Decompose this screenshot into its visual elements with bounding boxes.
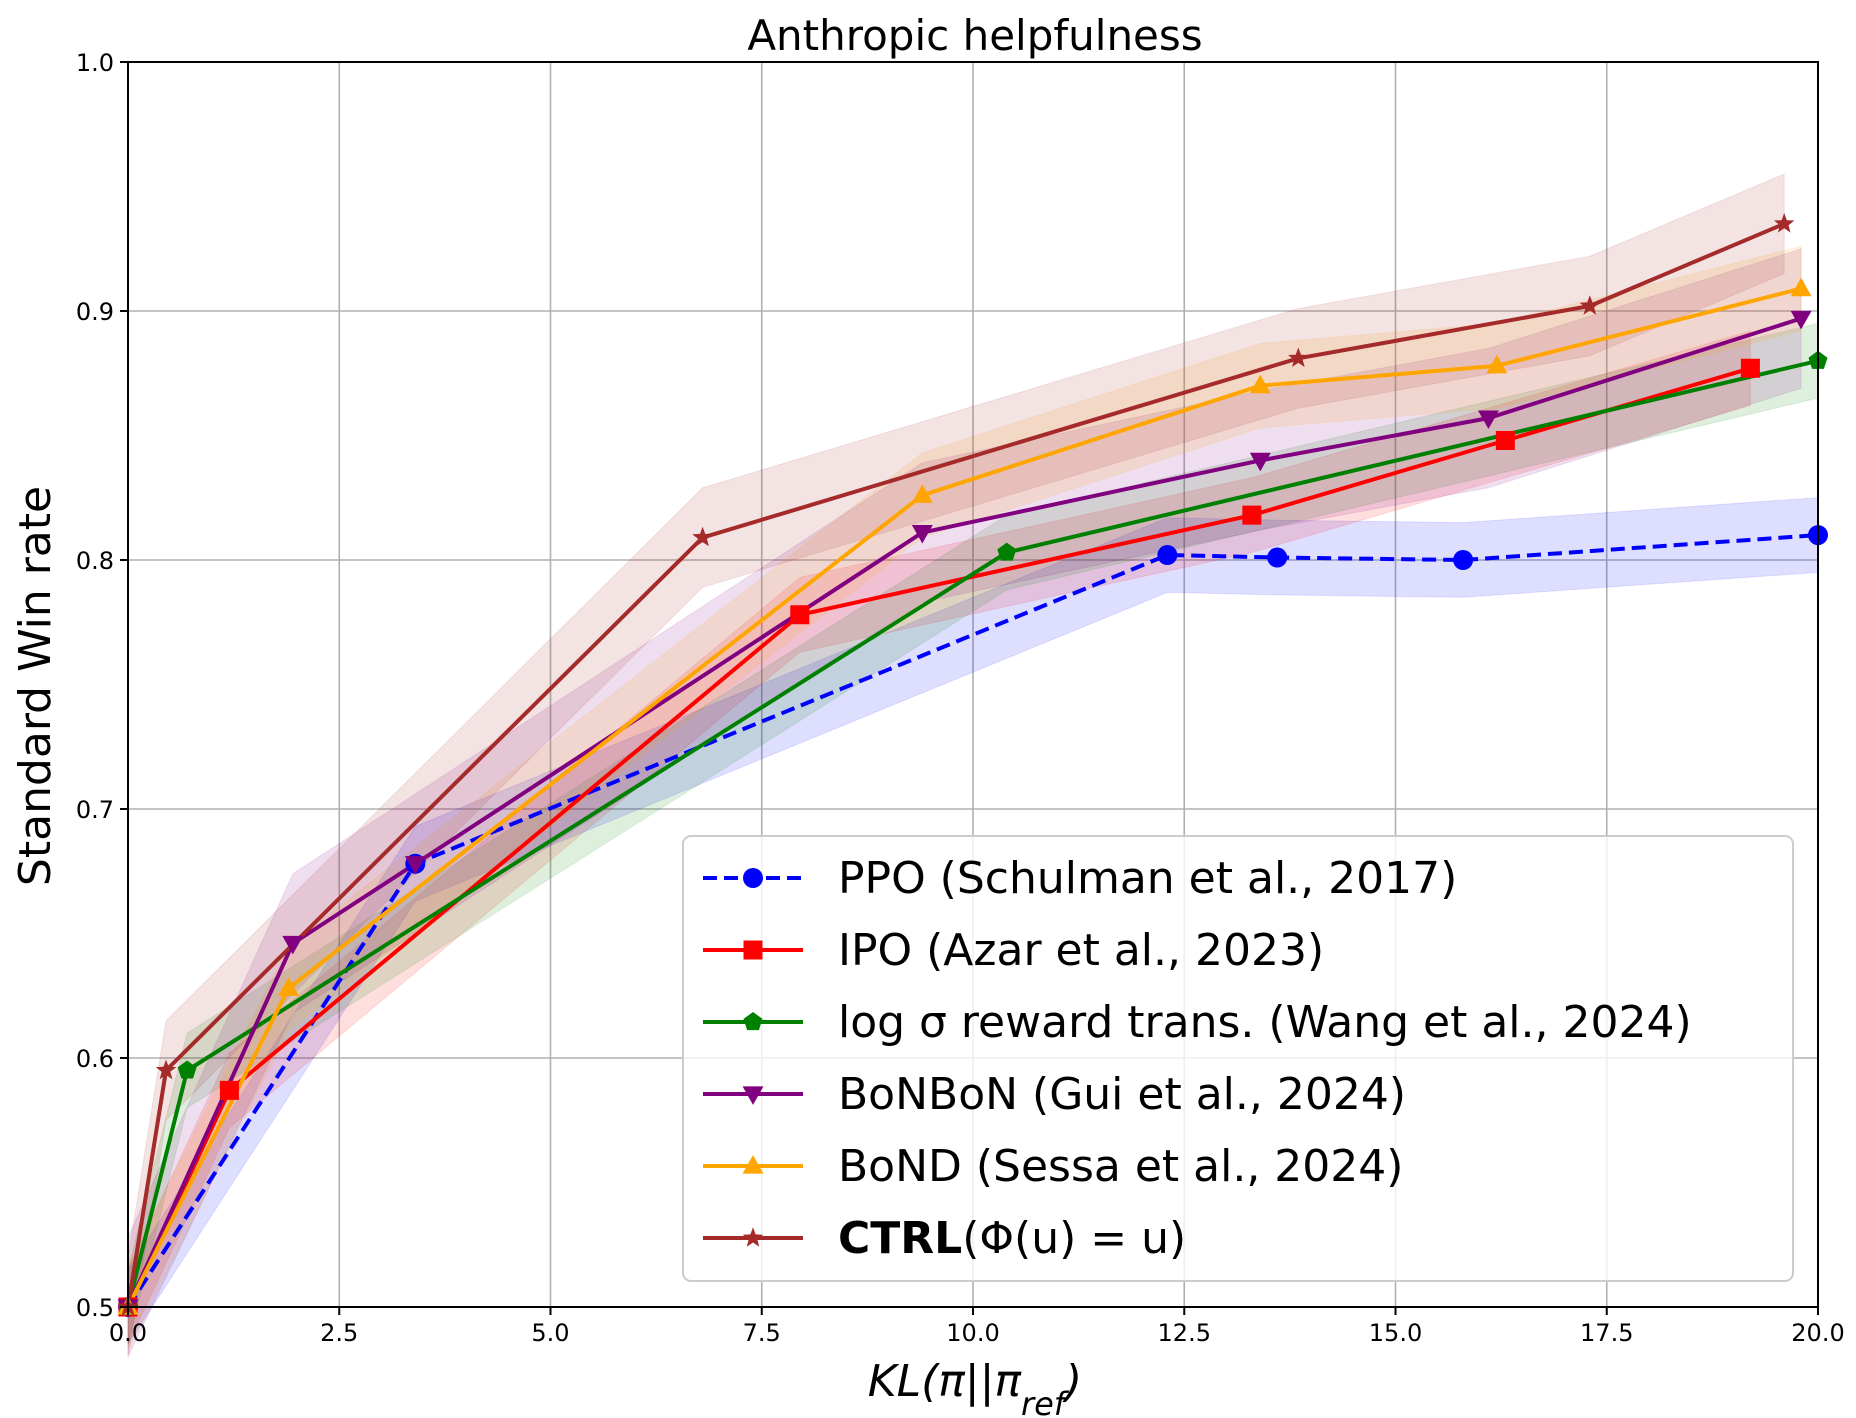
x-tick-label: 0.0 [109,1319,147,1347]
marker-1-1 [219,1080,239,1100]
x-axis-label-sub: ref [1021,1385,1070,1418]
marker-4-2 [911,484,933,503]
x-tick-label: 12.5 [1158,1319,1211,1347]
marker-4-4 [1486,354,1508,374]
marker-2-1 [177,1060,197,1079]
legend-label-2: log σ reward trans. (Wang et al., 2024) [838,997,1692,1048]
marker-3-1 [282,935,304,955]
y-axis-ticks: 0.5 0.6 0.7 0.8 0.9 1.0 [76,49,128,1322]
x-axis-ticks: 0.0 2.5 5.0 7.5 10.0 12.5 15.0 17.5 20.0 [109,1307,1845,1347]
legend-label-1: IPO (Azar et al., 2023) [838,925,1324,976]
x-tick-label: 15.0 [1369,1319,1422,1347]
marker-1-3 [1242,505,1262,525]
y-tick-label: 0.6 [76,1045,114,1073]
series-line-1 [126,366,1751,1308]
marker-1-4 [1495,430,1515,450]
x-tick-label: 10.0 [946,1319,999,1347]
legend-marker-2 [743,1012,763,1031]
x-tick-label: 5.0 [531,1319,569,1347]
legend-marker-5 [742,1227,764,1247]
marker-1-5 [1740,358,1760,378]
x-axis-label-close: ) [1062,1356,1082,1407]
x-tick-label: 17.5 [1580,1319,1633,1347]
series-line-2 [126,358,1819,1308]
marker-5-1 [155,1059,177,1080]
marker-3-6 [1790,310,1812,330]
legend-marker-1 [743,940,763,960]
marker-5-4 [1579,295,1601,315]
band-4 [127,245,1802,1350]
marker-0-2 [1157,545,1178,566]
y-axis-label: Standard Win rate [10,486,61,886]
x-tick-label: 7.5 [743,1319,781,1347]
series-markers [117,213,1828,1318]
marker-3-5 [1478,410,1499,429]
marker-4-3 [1249,374,1271,394]
marker-1-2 [790,605,810,625]
series-line-4 [126,286,1802,1308]
y-tick-label: 0.9 [76,298,114,326]
marker-3-3 [911,525,933,544]
legend-label-rest: (Φ(u) = u) [962,1213,1186,1264]
x-tick-label: 2.5 [320,1319,358,1347]
chart-title: Anthropic helpfulness [747,11,1202,60]
x-tick-label: 20.0 [1791,1319,1844,1347]
legend-label-0: PPO (Schulman et al., 2017) [838,853,1457,904]
band-1 [127,330,1751,1345]
legend-marker-4 [742,1155,764,1174]
y-tick-label: 1.0 [76,49,114,77]
y-tick-label: 0.5 [76,1294,114,1322]
legend-label-4: BoND (Sessa et al., 2024) [838,1141,1403,1192]
marker-0-3 [1267,547,1288,568]
marker-4-5 [1790,277,1812,297]
legend-label-5: CTRL(Φ(u) = u) [838,1213,1186,1264]
series-line-5 [126,221,1785,1308]
legend-marker-0 [743,868,763,888]
marker-3-2 [404,856,426,875]
legend-label-bold: CTRL [838,1213,962,1264]
y-tick-label: 0.8 [76,547,114,575]
marker-0-4 [1453,550,1474,570]
marker-5-5 [1773,213,1795,233]
marker-4-1 [278,977,299,996]
x-axis-label-main: KL(π||π [868,1356,1023,1407]
marker-2-2 [997,542,1017,561]
x-axis-label: KL(π||πref) [868,1356,1082,1418]
grid [127,61,1819,1308]
series-line-0 [126,533,1819,1309]
legend-marker-3 [742,1086,764,1105]
marker-5-2 [692,526,713,547]
legend-box [682,835,1794,1282]
y-tick-label: 0.7 [76,796,114,824]
legend-label-3: BoNBoN (Gui et al., 2024) [838,1069,1406,1120]
marker-3-4 [1249,452,1271,472]
legend: PPO (Schulman et al., 2017) IPO (Azar et … [682,835,1794,1282]
marker-5-3 [1288,347,1309,367]
